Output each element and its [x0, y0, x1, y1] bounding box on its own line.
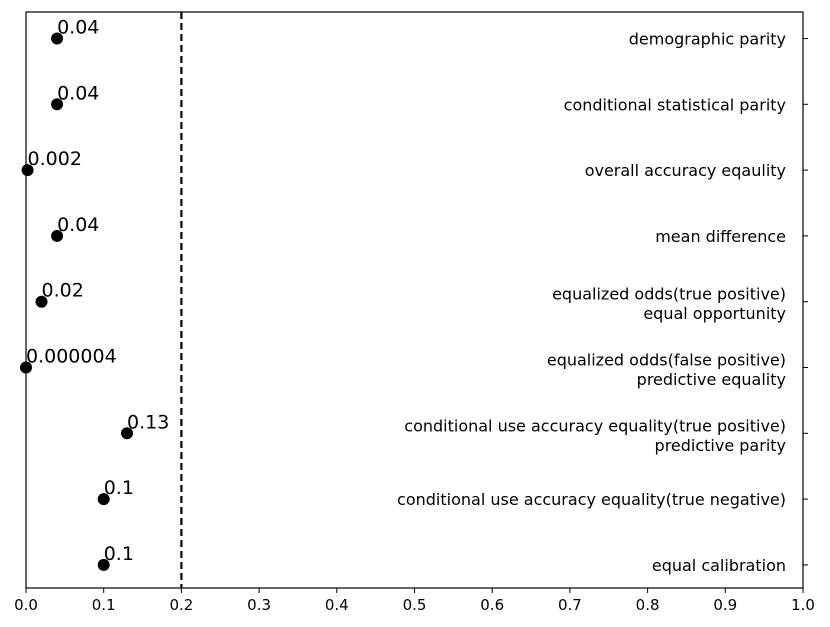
x-axis-ticks: 0.0 0.1 0.2 0.3 0.4 0.5 0.6 0.7 0.8 0.9 1.0 — [14, 588, 815, 614]
data-points — [20, 32, 134, 571]
data-label: 0.04 — [57, 17, 99, 39]
data-label: 0.1 — [104, 543, 134, 565]
x-tick-label: 0.3 — [247, 596, 271, 614]
metric-label: equal calibration — [652, 556, 786, 575]
metric-label: mean difference — [655, 227, 786, 246]
x-tick-label: 0.4 — [325, 596, 349, 614]
metric-label: overall accuracy eqaulity — [585, 161, 786, 180]
metric-labels: demographic parity conditional statistica… — [397, 30, 786, 575]
x-tick-label: 0.7 — [558, 596, 582, 614]
metric-label: predictive equality — [637, 370, 786, 389]
data-point — [51, 98, 64, 111]
data-point — [51, 32, 64, 45]
data-label: 0.002 — [28, 148, 82, 170]
metric-label: equalized odds(true positive) — [552, 285, 786, 304]
plot-area — [25, 11, 804, 589]
data-point — [97, 558, 110, 571]
data-point — [97, 493, 110, 506]
x-tick-label: 0.5 — [403, 596, 427, 614]
metric-label: conditional use accuracy equality(true p… — [404, 416, 786, 435]
data-label: 0.000004 — [26, 346, 117, 368]
x-tick-label: 0.8 — [636, 596, 660, 614]
x-tick-label: 0.1 — [92, 596, 116, 614]
metric-label: conditional statistical parity — [564, 95, 786, 114]
data-point — [121, 427, 134, 440]
x-tick-label: 1.0 — [791, 596, 815, 614]
metric-label: predictive parity — [655, 436, 786, 455]
data-point — [21, 164, 34, 177]
data-label: 0.02 — [42, 280, 84, 302]
data-label: 0.04 — [57, 82, 99, 104]
metric-label: equalized odds(false positive) — [547, 351, 786, 370]
metric-label: demographic parity — [629, 30, 786, 49]
x-tick-label: 0.0 — [14, 596, 38, 614]
right-axis-ticks — [803, 38, 808, 566]
data-labels: 0.04 0.04 0.002 0.04 0.02 0.000004 0.13 0.1 0.1 — [26, 17, 169, 565]
metric-label: equal opportunity — [643, 304, 786, 323]
x-tick-label: 0.6 — [480, 596, 504, 614]
x-tick-label: 0.9 — [713, 596, 737, 614]
data-point — [20, 361, 33, 374]
data-label: 0.1 — [104, 477, 134, 499]
x-tick-label: 0.2 — [169, 596, 193, 614]
metric-label: conditional use accuracy equality(true n… — [397, 490, 786, 509]
data-label: 0.13 — [127, 411, 169, 433]
data-point — [35, 295, 48, 308]
data-point — [51, 229, 64, 242]
data-label: 0.04 — [57, 214, 99, 236]
